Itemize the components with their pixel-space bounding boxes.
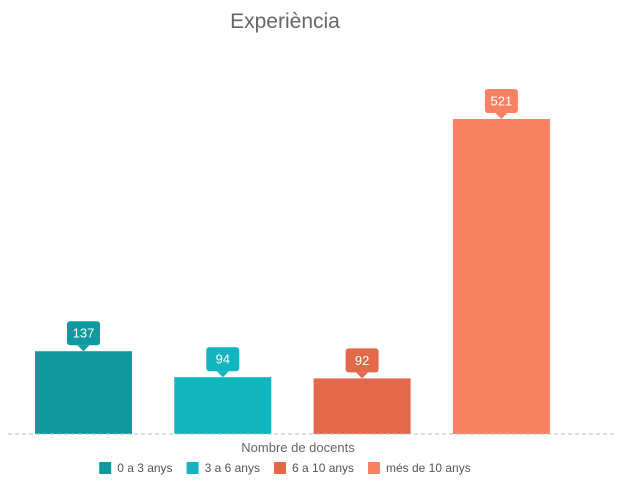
legend-item-0-a-3-anys[interactable]: 0 a 3 anys: [99, 461, 173, 475]
legend: 0 a 3 anys 3 a 6 anys 6 a 10 anys més de 10…: [99, 461, 471, 475]
data-label-bubble: [206, 347, 240, 372]
data-label-pointer: [216, 371, 229, 378]
data-label-mes-de-10-anys: 521: [484, 89, 518, 119]
legend-swatch: [186, 462, 199, 474]
legend-item-3-a-6-anys[interactable]: 3 a 6 anys: [186, 461, 260, 475]
legend-label: 3 a 6 anys: [205, 461, 260, 475]
data-label-0-a-3-anys: 137: [67, 321, 100, 352]
chart-title: Experiència: [230, 10, 340, 33]
legend-swatch: [274, 462, 286, 474]
data-label-pointer: [495, 113, 508, 119]
legend-label: 0 a 3 anys: [117, 461, 172, 475]
legend-item-mes-de-10-anys[interactable]: més de 10 anys: [368, 461, 471, 475]
bar-3-a-6-anys: [174, 377, 272, 434]
data-label-value: 94: [216, 352, 230, 367]
bar-0-a-3-anys: [35, 351, 132, 434]
bar-mes-de-10-anys: [452, 119, 550, 434]
data-label-3-a-6-anys: 94: [206, 347, 240, 378]
data-label-value: 521: [491, 94, 513, 109]
data-label-6-a-10-anys: 92: [345, 348, 379, 379]
legend-label: més de 10 anys: [386, 461, 471, 475]
x-axis-label: Nombre de docents: [241, 440, 355, 455]
data-label-pointer: [356, 372, 369, 379]
bar-6-a-10-anys: [313, 378, 411, 434]
data-label-value: 92: [355, 353, 369, 368]
data-label-value: 137: [73, 326, 95, 341]
data-label-bubble: [67, 321, 100, 346]
data-label-bubble: [345, 348, 379, 373]
legend-swatch: [368, 462, 380, 474]
data-label-pointer: [77, 345, 90, 352]
legend-item-6-a-10-anys[interactable]: 6 a 10 anys: [274, 461, 354, 475]
data-label-bubble: [484, 89, 518, 113]
data-labels-group: 137 94 92 521: [67, 89, 518, 379]
legend-swatch: [99, 462, 112, 474]
legend-label: 6 a 10 anys: [292, 461, 354, 475]
bars-group: [35, 119, 550, 434]
